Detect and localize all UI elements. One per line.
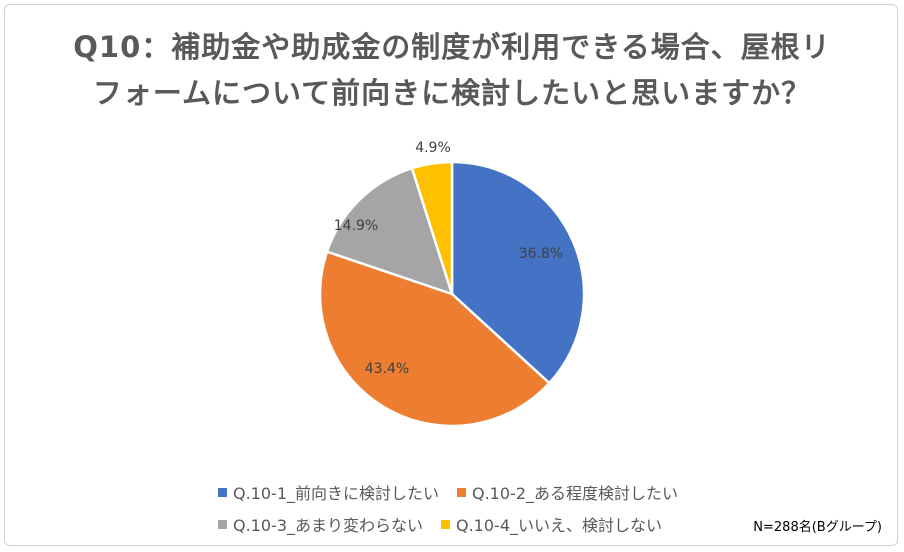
legend-item-3: Q.10-3_あまり変わらない: [218, 512, 423, 536]
pie-slice-4: [410, 160, 454, 295]
legend-item-4: Q.10-4_いいえ、検討しない: [441, 512, 662, 536]
chart-title: Q10：補助金や助成金の制度が利用できる場合、屋根リ フォームについて前向きに検…: [0, 24, 904, 116]
chart-title-line1: Q10：補助金や助成金の制度が利用できる場合、屋根リ: [73, 30, 831, 64]
data-label-1: 36.8%: [519, 246, 563, 262]
legend-item-1: Q.10-1_前向きに検討したい: [218, 480, 439, 504]
legend-row-2: Q.10-3_あまり変わらない Q.10-4_いいえ、検討しない: [218, 512, 680, 536]
data-label-3: 14.9%: [334, 218, 378, 234]
pie-slice-2: [318, 250, 552, 428]
legend-label-1: Q.10-1_前向きに検討したい: [233, 484, 439, 503]
legend-row-1: Q.10-1_前向きに検討したい Q.10-2_ある程度検討したい: [218, 480, 696, 504]
pie-slice-1: [450, 160, 586, 385]
legend-label-4: Q.10-4_いいえ、検討しない: [456, 516, 662, 535]
legend-label-3: Q.10-3_あまり変わらない: [233, 516, 423, 535]
legend-swatch-3: [218, 519, 227, 529]
legend-swatch-1: [218, 487, 227, 497]
chart-title-line2: フォームについて前向きに検討したいと思いますか？: [92, 76, 812, 110]
data-label-2: 43.4%: [365, 361, 409, 377]
sample-size-note: N=288名(Bグループ): [753, 520, 882, 535]
legend-swatch-4: [441, 519, 450, 529]
data-label-4: 4.9%: [415, 140, 451, 156]
legend-swatch-2: [457, 487, 466, 497]
legend-item-2: Q.10-2_ある程度検討したい: [457, 480, 678, 504]
legend-label-2: Q.10-2_ある程度検討したい: [472, 484, 678, 503]
